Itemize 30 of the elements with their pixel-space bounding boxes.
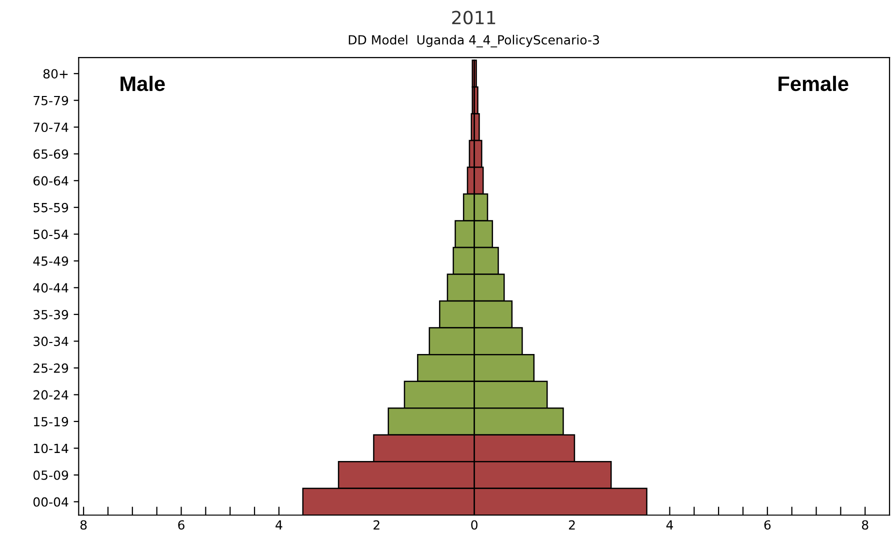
y-tick-label: 45-49 bbox=[33, 256, 68, 266]
y-tick-label: 15-19 bbox=[34, 416, 68, 426]
chart-subtitle: DD Model Uganda 4_4_PolicyScenario-3 bbox=[348, 34, 599, 48]
y-tick-label: 60-64 bbox=[34, 176, 68, 186]
x-tick-label: 6 bbox=[178, 520, 184, 530]
y-tick-label: 55-59 bbox=[34, 202, 68, 212]
annotation: Female bbox=[778, 76, 848, 92]
y-tick-label: 10-14 bbox=[34, 444, 68, 454]
y-tick-label: 50-54 bbox=[34, 230, 68, 240]
y-tick-label: 00-04 bbox=[33, 497, 68, 507]
y-tick-label: 65-69 bbox=[34, 149, 68, 159]
y-tick-label: 05-09 bbox=[33, 470, 68, 480]
chart-title: 2011 bbox=[452, 10, 496, 24]
y-tick-label: 75-79 bbox=[34, 96, 68, 106]
y-tick-label: 35-39 bbox=[34, 310, 68, 320]
y-tick-label: 30-34 bbox=[34, 336, 68, 346]
x-tick-label: 4 bbox=[276, 520, 282, 530]
y-tick-label: 40-44 bbox=[33, 283, 68, 293]
x-tick-label: 4 bbox=[666, 520, 673, 530]
y-tick-label: 80+ bbox=[43, 69, 68, 79]
y-tick-label: 25-29 bbox=[34, 363, 68, 373]
annotation: Male bbox=[120, 76, 165, 92]
x-tick-label: 6 bbox=[764, 520, 771, 530]
x-tick-label: 8 bbox=[80, 520, 87, 530]
y-tick-label: 70-74 bbox=[34, 122, 68, 132]
y-tick-label: 20-24 bbox=[34, 390, 68, 400]
x-tick-label: 2 bbox=[568, 520, 575, 530]
x-tick-label: 8 bbox=[862, 520, 868, 530]
x-tick-label: 0 bbox=[471, 520, 478, 530]
x-tick-label: 2 bbox=[374, 520, 380, 530]
